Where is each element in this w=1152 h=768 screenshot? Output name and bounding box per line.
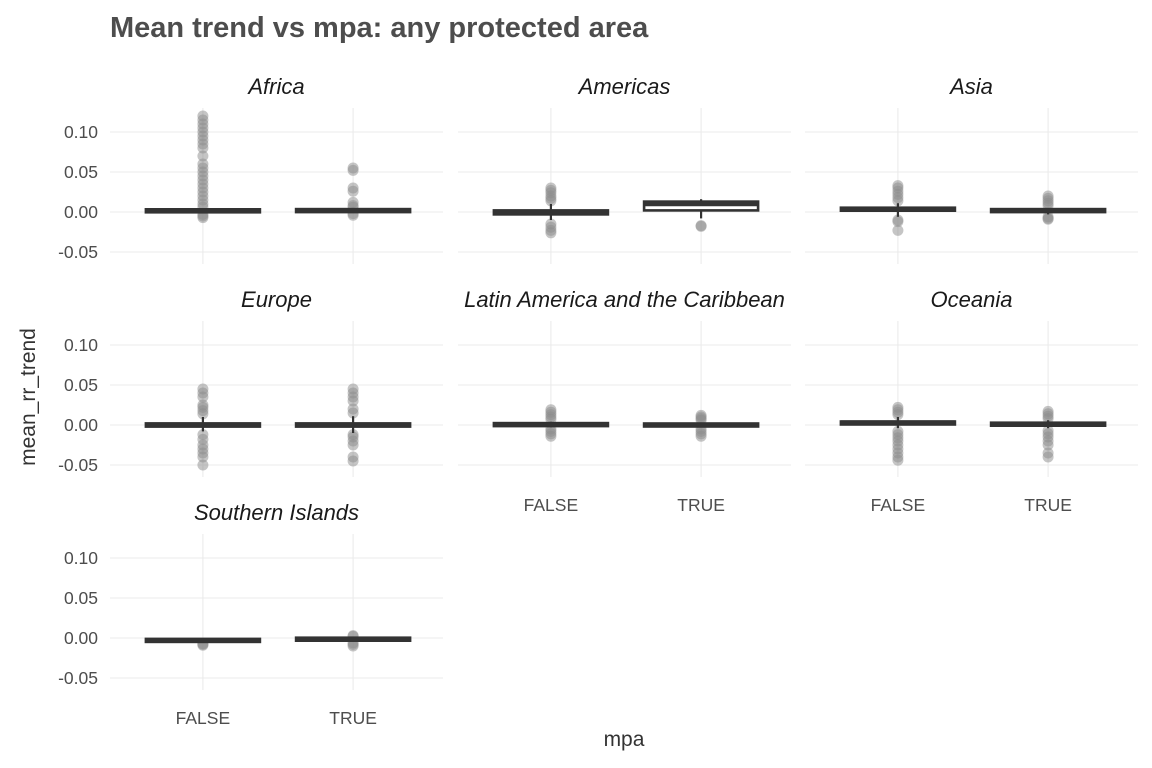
outlier-point: [347, 640, 359, 652]
y-axis-title: mean_rr_trend: [17, 328, 40, 466]
x-tick-label: FALSE: [524, 495, 578, 515]
panel-title-africa: Africa: [246, 74, 304, 99]
outlier-point: [197, 142, 209, 154]
outlier-point: [197, 459, 209, 471]
x-tick-label: TRUE: [329, 708, 377, 728]
outlier-point: [347, 395, 359, 407]
y-tick-label: -0.05: [58, 668, 98, 688]
outlier-point: [545, 227, 557, 239]
outlier-point: [1042, 439, 1054, 451]
y-tick-label: 0.05: [64, 375, 98, 395]
outlier-point: [347, 455, 359, 467]
panel-latin-america-and-the-caribbean: Latin America and the Caribbean FALSE TRUE: [458, 287, 791, 515]
x-tick-label: TRUE: [677, 495, 725, 515]
outlier-point: [545, 430, 557, 442]
panel-title-asia: Asia: [948, 74, 993, 99]
chart-title: Mean trend vs mpa: any protected area: [110, 12, 649, 44]
panel-southern-islands: Southern Islands 0.10 0.05 0.00 -0.05 FALSE TR…: [58, 500, 443, 728]
outlier-point: [197, 391, 209, 403]
outlier-point: [892, 195, 904, 207]
x-tick-label: TRUE: [1024, 495, 1072, 515]
y-tick-label: 0.05: [64, 162, 98, 182]
outlier-point: [197, 451, 209, 463]
outlier-point: [1042, 213, 1054, 225]
outlier-point: [892, 409, 904, 421]
outlier-point: [892, 454, 904, 466]
outlier-point: [197, 212, 209, 224]
facet-panels: Africa 0.10 0.05 0.00 -0.05 Americas Asia Europ…: [58, 74, 1138, 728]
y-tick-label: 0.00: [64, 202, 98, 222]
outlier-point: [695, 430, 707, 442]
outlier-point: [347, 439, 359, 451]
panel-title-europe: Europe: [241, 287, 312, 312]
outlier-point: [892, 216, 904, 228]
panel-title-latin-america-and-the-caribbean: Latin America and the Caribbean: [464, 287, 785, 312]
outlier-point: [347, 185, 359, 197]
outlier-point: [545, 195, 557, 207]
outlier-point: [1042, 451, 1054, 463]
panel-oceania: Oceania FALSE TRUE: [805, 287, 1138, 515]
outlier-point: [347, 407, 359, 419]
panel-asia: Asia: [805, 74, 1138, 264]
panel-americas: Americas: [458, 74, 791, 264]
y-tick-label: -0.05: [58, 455, 98, 475]
outlier-point: [1042, 413, 1054, 425]
y-tick-label: 0.10: [64, 335, 98, 355]
panel-europe: Europe 0.10 0.05 0.00 -0.05: [58, 287, 443, 477]
y-tick-label: 0.10: [64, 122, 98, 142]
x-axis-title: mpa: [604, 728, 645, 751]
panel-title-americas: Americas: [577, 74, 671, 99]
y-tick-label: -0.05: [58, 242, 98, 262]
outlier-point: [347, 164, 359, 176]
x-tick-label: FALSE: [871, 495, 925, 515]
y-tick-label: 0.05: [64, 588, 98, 608]
outlier-point: [892, 224, 904, 236]
outlier-point: [197, 408, 209, 420]
x-tick-label: FALSE: [176, 708, 230, 728]
panel-title-oceania: Oceania: [931, 287, 1013, 312]
panel-africa: Africa 0.10 0.05 0.00 -0.05: [58, 74, 443, 264]
y-tick-label: 0.00: [64, 628, 98, 648]
y-tick-label: 0.10: [64, 548, 98, 568]
y-tick-label: 0.00: [64, 415, 98, 435]
panel-title-southern-islands: Southern Islands: [194, 500, 359, 525]
outlier-point: [695, 220, 707, 232]
outlier-point: [197, 150, 209, 162]
